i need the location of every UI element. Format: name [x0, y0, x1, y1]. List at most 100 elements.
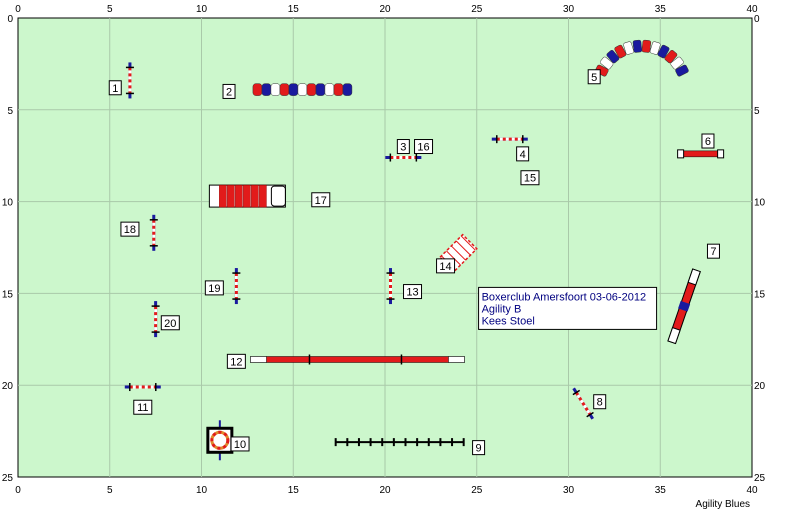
tunnel-segment	[315, 83, 326, 96]
obstacle-number-10: 10	[230, 436, 250, 452]
tunnel-segment	[333, 83, 344, 96]
number-box	[403, 284, 423, 300]
number-box	[520, 170, 540, 186]
number-text: 19	[208, 283, 220, 295]
info-line-3: Kees Stoel	[482, 315, 535, 327]
contact-zone	[448, 356, 465, 363]
number-text: 13	[406, 287, 418, 299]
tunnel-segment	[306, 83, 317, 96]
obstacle-number-13: 13	[403, 284, 423, 300]
number-box	[516, 146, 530, 162]
y-tick-label-right: 20	[754, 381, 766, 392]
y-tick-label-left: 15	[2, 289, 14, 300]
number-text: 3	[400, 142, 406, 154]
number-text: 12	[230, 356, 242, 368]
obstacle-number-15: 15	[520, 170, 540, 186]
tunnel-segment	[270, 83, 281, 96]
obstacle-number-1: 1	[108, 80, 122, 96]
y-tick-label-left: 25	[2, 473, 14, 484]
number-box	[701, 133, 715, 149]
number-text: 14	[439, 261, 451, 273]
chute-segment	[227, 184, 235, 208]
number-box	[311, 192, 331, 208]
number-text: 2	[226, 86, 232, 98]
seesaw-pivot	[678, 300, 691, 312]
info-line-1: Boxerclub Amersfoort 03-06-2012	[482, 291, 646, 303]
obstacle-number-12: 12	[226, 353, 246, 369]
x-tick-label-top: 15	[288, 4, 300, 15]
x-tick-label-top: 25	[471, 4, 483, 15]
obstacle-number-4: 4	[516, 146, 530, 162]
obstacle-hurdle	[572, 387, 594, 420]
info-box-frame	[478, 286, 658, 330]
x-tick-label-bottom: 5	[107, 485, 113, 496]
obstacle-tyre	[206, 420, 234, 461]
tunnel-segment	[252, 83, 263, 96]
obstacle-number-3: 3	[396, 139, 410, 155]
y-tick-label-left: 20	[2, 381, 14, 392]
end-block	[677, 149, 685, 159]
number-box	[436, 258, 456, 274]
y-tick-label-right: 25	[754, 473, 766, 484]
number-text: 20	[164, 318, 176, 330]
contact-zone	[667, 327, 681, 345]
tunnel-segment	[279, 83, 290, 96]
number-text: 5	[591, 72, 597, 84]
number-text: 1	[112, 83, 118, 95]
number-box	[396, 139, 410, 155]
obstacle-number-6: 6	[701, 133, 715, 149]
chute-segment	[243, 184, 251, 208]
tunnel-segment	[324, 83, 335, 96]
number-text: 17	[315, 195, 327, 207]
obstacle-number-9: 9	[472, 440, 486, 456]
tunnel-segment	[649, 41, 661, 55]
x-tick-label-top: 30	[563, 4, 575, 15]
tunnel-segment	[670, 56, 684, 70]
number-box	[108, 80, 122, 96]
number-text: 11	[137, 402, 148, 414]
x-tick-label-top: 40	[746, 4, 758, 15]
obstacle-number-11: 11	[133, 399, 153, 415]
tunnel-segment	[641, 39, 652, 53]
x-tick-label-top: 5	[107, 4, 113, 15]
obstacle-seesaw	[667, 268, 701, 345]
number-box	[204, 280, 224, 296]
chute-cloth	[270, 185, 286, 207]
tunnel-segment	[342, 83, 353, 96]
frame-slat	[450, 245, 466, 261]
x-tick-label-bottom: 0	[15, 485, 21, 496]
chute-segment	[251, 184, 259, 208]
obstacle-hurdle	[491, 135, 528, 144]
obstacle-number-2: 2	[222, 83, 236, 99]
obstacle-hurdle	[151, 301, 160, 338]
tunnel-segment	[614, 44, 627, 59]
y-tick-label-left: 10	[2, 198, 14, 209]
number-box	[593, 394, 607, 410]
obstacle-hurdle	[232, 268, 241, 305]
x-tick-label-top: 20	[379, 4, 391, 15]
obstacle-hurdle	[124, 383, 161, 392]
frame-slat	[455, 240, 471, 256]
chute-segment	[259, 184, 267, 208]
number-box	[414, 139, 434, 155]
chute-segment	[219, 184, 227, 208]
frame-slat	[446, 250, 461, 266]
x-tick-label-bottom: 30	[563, 485, 575, 496]
hurdle-post	[572, 389, 581, 396]
y-tick-label-right: 0	[754, 14, 760, 25]
obstacle-dog-walk	[250, 354, 465, 365]
bar	[678, 150, 723, 158]
obstacle-tunnel	[252, 83, 353, 96]
number-text: 4	[520, 149, 526, 161]
number-text: 9	[476, 443, 482, 455]
x-tick-label-top: 35	[655, 4, 667, 15]
obstacle-hurdle	[386, 268, 395, 305]
y-tick-label-right: 5	[754, 106, 760, 117]
chute-segment	[235, 184, 243, 208]
obstacle-curved-tunnel	[595, 39, 689, 77]
tunnel-segment	[664, 50, 678, 64]
obstacle-number-14: 14	[436, 258, 456, 274]
tunnel-segment	[675, 64, 689, 77]
